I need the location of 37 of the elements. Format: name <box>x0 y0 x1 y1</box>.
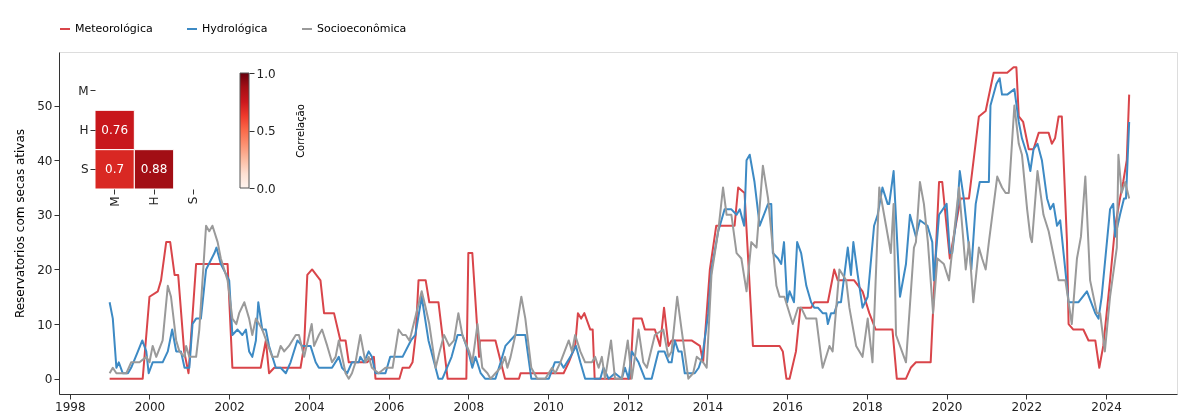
y-tick-label: M <box>78 83 89 98</box>
x-tick-label: S <box>186 196 201 205</box>
data-label: 0.7 <box>105 162 125 177</box>
y-axis-title: Reservatorios com secas ativas <box>13 128 28 319</box>
x-tick-label: 2004 <box>294 399 325 414</box>
x-tick-label: 2012 <box>612 399 644 414</box>
y-tick-label: H <box>79 123 89 137</box>
x-tick-label: 2024 <box>1091 399 1122 414</box>
x-tick-label: 2010 <box>533 399 564 414</box>
y-tick-label: S <box>80 162 89 177</box>
x-tick-label: 2008 <box>453 399 485 414</box>
x-tick-label: 2020 <box>931 399 963 414</box>
y-tick-label: 10 <box>37 317 53 332</box>
x-tick-label: 1998 <box>54 399 86 414</box>
color-bar-label: 1.0 <box>256 66 276 81</box>
legend-label: Hydrológica <box>202 22 268 35</box>
x-tick-label: M <box>107 196 122 207</box>
legend-label: Meteorológica <box>75 22 153 35</box>
y-tick-label: 40 <box>37 153 53 168</box>
x-tick-label: 2022 <box>1011 399 1043 414</box>
color-bar-label: 0.0 <box>256 181 276 196</box>
color-bar-label: 0.5 <box>256 124 276 138</box>
y-tick-label: 0 <box>44 372 53 387</box>
color-bar-title: Correlação <box>294 104 306 158</box>
x-tick-label: 2016 <box>772 399 803 414</box>
legend-label: Socioeconômica <box>317 22 407 35</box>
y-tick-label: 50 <box>37 99 53 114</box>
x-tick-label: H <box>147 196 161 206</box>
x-tick-label: 2006 <box>373 399 405 414</box>
x-tick-label: 2014 <box>692 399 724 414</box>
data-label: 0.76 <box>101 123 129 137</box>
y-tick-label: 20 <box>37 262 53 277</box>
y-tick-label: 30 <box>37 208 53 223</box>
x-tick-label: 2002 <box>214 399 245 414</box>
data-label: 0.88 <box>140 162 168 177</box>
x-tick-label: 2018 <box>852 399 883 414</box>
x-tick-label: 2000 <box>134 399 166 414</box>
